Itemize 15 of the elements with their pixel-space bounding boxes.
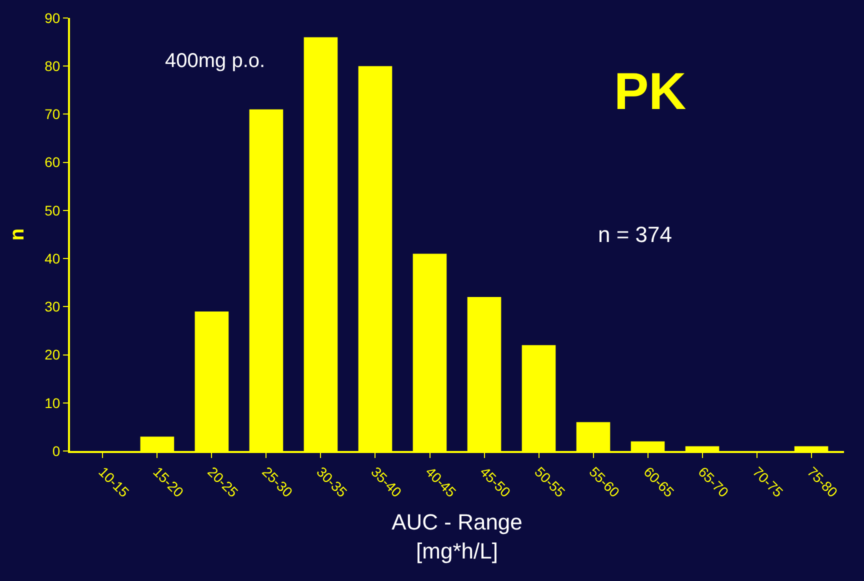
annotation: 400mg p.o. bbox=[165, 50, 266, 72]
y-tick-label: 80 bbox=[44, 58, 60, 74]
y-tick-label: 70 bbox=[44, 106, 60, 122]
y-tick-label: 90 bbox=[44, 10, 60, 26]
y-tick-label: 0 bbox=[52, 442, 60, 459]
y-tick-label: 50 bbox=[44, 202, 60, 218]
annotation: n = 374 bbox=[598, 222, 672, 247]
y-tick-label: 40 bbox=[44, 250, 60, 266]
x-axis-title: AUC - Range [mg*h/L] bbox=[392, 510, 522, 564]
annotation: PK bbox=[614, 63, 687, 121]
y-tick-label: 60 bbox=[44, 154, 60, 170]
y-axis-title: n bbox=[6, 228, 29, 241]
y-tick-label: 20 bbox=[44, 346, 60, 363]
y-tick-label: 10 bbox=[44, 394, 60, 411]
y-tick-label: 30 bbox=[44, 298, 60, 315]
